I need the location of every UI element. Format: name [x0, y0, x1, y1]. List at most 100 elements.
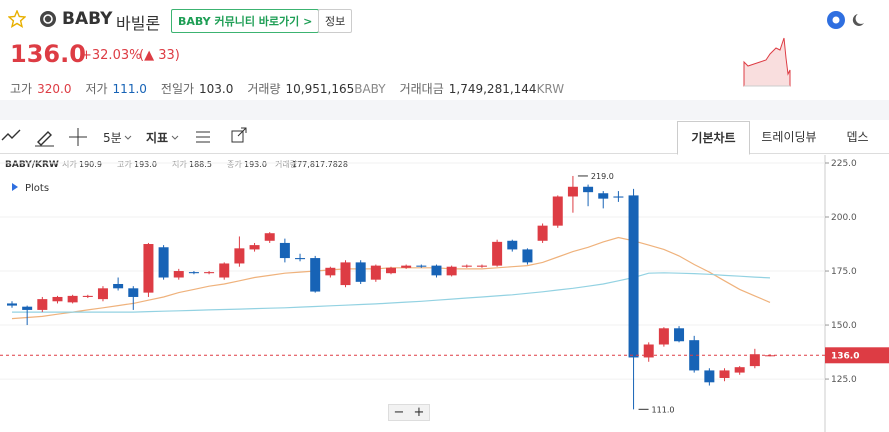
candle-body — [52, 296, 63, 302]
y-tick-label: 200.0 — [831, 213, 857, 223]
candle-body — [522, 249, 533, 263]
stat-value: 10,951,165 — [285, 82, 355, 96]
tab[interactable]: 기본차트 — [677, 121, 750, 155]
stat: 전일가 103.0 — [161, 80, 233, 97]
legend-label: 고가 — [117, 160, 132, 169]
divider — [0, 100, 889, 120]
candle-body — [325, 267, 336, 276]
y-tick-label: 125.0 — [831, 375, 857, 385]
change-amount: (▲ 33) — [139, 48, 180, 63]
coin-icon — [40, 11, 56, 27]
candle-body — [22, 306, 33, 310]
y-tick-label: 150.0 — [831, 321, 857, 331]
candle-body — [416, 265, 427, 267]
stat-label: 고가 — [10, 82, 33, 96]
candle-body — [598, 193, 609, 199]
candle-body — [279, 242, 290, 259]
candle-body — [219, 263, 230, 278]
candle-body — [613, 196, 624, 198]
legend-label: 시가 — [62, 160, 77, 169]
tab[interactable]: 트레이딩뷰 — [761, 130, 817, 144]
plots-toggle — [12, 183, 18, 191]
current-price-label: 136.0 — [831, 351, 859, 361]
stat-value: 103.0 — [199, 82, 234, 96]
candle-body — [355, 262, 366, 282]
stat-unit: BABY — [354, 82, 386, 96]
candle-body — [340, 262, 351, 286]
stat: 저가 111.0 — [85, 80, 146, 97]
change-rate: +32.03% — [81, 48, 142, 63]
current-price-box — [825, 347, 889, 364]
legend-value: 193.0 — [134, 160, 157, 169]
moving-average — [11, 236, 771, 320]
candle-body — [583, 186, 594, 193]
candle-body — [295, 258, 306, 260]
stats-row: 고가 320.0 저가 111.0 전일가 103.0 거래량 10,951,165BABY 거… — [10, 80, 564, 97]
info-button[interactable]: 정보 — [318, 9, 353, 33]
candle-body — [643, 344, 654, 358]
candle-body — [507, 240, 518, 250]
candle-body — [689, 340, 700, 371]
candle-body — [704, 370, 715, 383]
candle-body — [204, 272, 215, 274]
stat: 거래량 10,951,165BABY — [247, 80, 385, 97]
candle-body — [370, 265, 381, 280]
candle-body — [67, 295, 78, 303]
stat-label: 거래대금 — [399, 82, 444, 96]
stat: 거래대금 1,749,281,144KRW — [400, 80, 565, 97]
candle-body — [401, 265, 412, 268]
candle-body — [143, 244, 154, 293]
zoom-out[interactable]: − — [393, 405, 405, 420]
candle-body — [234, 248, 245, 264]
candle-body — [249, 245, 260, 250]
candle-body — [431, 265, 442, 276]
coin-symbol: BABY — [62, 9, 113, 29]
candle-body — [37, 299, 48, 310]
stat-unit: KRW — [536, 82, 565, 96]
toolbar-icons — [1, 127, 247, 147]
plots-label: Plots — [25, 183, 49, 194]
stat-label: 전일가 — [160, 82, 195, 96]
legend-value: 190.9 — [79, 160, 102, 169]
legend-value: 193.0 — [244, 160, 267, 169]
candle-body — [310, 258, 321, 292]
candle-body — [7, 303, 17, 306]
stat-value: 111.0 — [112, 82, 147, 96]
candle-body — [264, 233, 275, 241]
stat-label: 거래량 — [247, 82, 281, 96]
legend-label: 종가 — [227, 160, 242, 169]
candle-body — [188, 272, 199, 274]
candle-body — [552, 196, 563, 226]
legend-label: 거래량 — [275, 159, 298, 169]
marker-label: 219.0 — [591, 172, 614, 181]
legend-label: 저가 — [172, 160, 187, 169]
candle-body — [446, 266, 457, 276]
candle-body — [492, 241, 503, 266]
chart-legend: BABY/KRW 시가 190.9 고가 193.0 저가 188.5 종가 193.0 거래량1… — [5, 159, 348, 170]
candle-body — [749, 354, 760, 367]
current-price: 136.0 — [10, 40, 86, 68]
community-button[interactable]: BABY 커뮤니티 바로가기 > — [171, 9, 320, 33]
stat-value: 1,749,281,144 — [448, 82, 537, 96]
interval-select[interactable]: 5분 — [103, 131, 122, 145]
candle-body — [567, 186, 578, 197]
marker-label: 111.0 — [652, 405, 675, 414]
tab[interactable]: 뎁스 — [846, 130, 869, 144]
sparkline — [743, 37, 791, 87]
candle-body — [82, 295, 93, 297]
stat-value: 320.0 — [37, 82, 72, 96]
indicator-select[interactable]: 지표 — [146, 131, 169, 145]
zoom-in[interactable]: + — [413, 405, 425, 420]
symbol: BABY/KRW — [5, 160, 59, 170]
favorite-star[interactable] — [8, 10, 26, 28]
candle-body — [128, 288, 139, 297]
candle-body — [537, 225, 548, 241]
theme-toggle[interactable] — [826, 10, 870, 30]
candle-body — [173, 271, 184, 278]
candle-body — [719, 370, 730, 378]
moving-average — [12, 272, 771, 313]
candle-body — [386, 267, 396, 274]
candle-body — [113, 283, 124, 289]
